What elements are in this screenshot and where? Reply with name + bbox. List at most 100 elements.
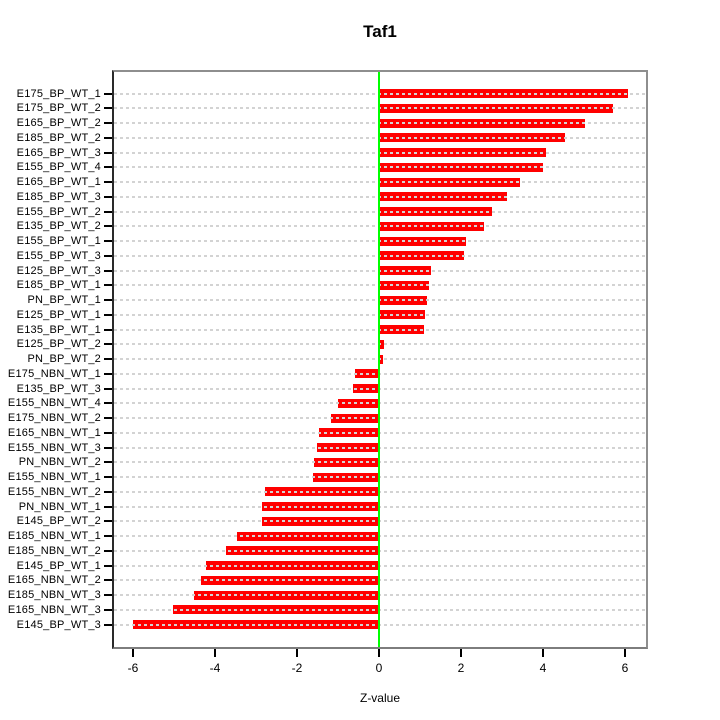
y-tick-label: PN_NBN_WT_1 — [18, 500, 101, 513]
gridline — [114, 313, 646, 316]
x-axis-tick — [460, 649, 462, 657]
gridline — [114, 608, 646, 611]
x-axis-tick — [542, 649, 544, 657]
gridline — [114, 594, 646, 596]
x-tick-label: 2 — [457, 661, 465, 675]
y-tick-label: E175_BP_WT_1 — [16, 87, 101, 100]
y-tick-label: E175_BP_WT_2 — [16, 102, 101, 115]
gridline — [114, 343, 646, 346]
y-axis-tick — [104, 166, 112, 169]
y-axis-tick — [104, 461, 112, 464]
y-tick-label: E135_BP_WT_3 — [16, 382, 101, 395]
y-tick-label: PN_BP_WT_2 — [27, 353, 101, 365]
gridline — [114, 254, 646, 257]
gridline — [114, 564, 646, 567]
y-tick-label: E165_NBN_WT_3 — [7, 603, 101, 616]
x-tick-label: 0 — [375, 661, 383, 675]
gridline — [114, 195, 646, 198]
y-axis-tick — [104, 107, 112, 110]
gridline — [114, 623, 646, 626]
x-axis-tick — [378, 649, 380, 657]
gridline — [114, 299, 646, 301]
y-axis-tick — [104, 136, 112, 139]
y-tick-label: PN_NBN_WT_2 — [18, 456, 101, 469]
y-tick-label: E185_NBN_WT_1 — [7, 530, 101, 542]
y-axis-tick — [104, 490, 112, 493]
y-tick-label: E145_BP_WT_3 — [16, 618, 101, 631]
gridline — [114, 269, 646, 272]
x-axis-title: Z-value — [359, 691, 400, 705]
y-tick-label: E125_BP_WT_1 — [16, 308, 101, 321]
gridline — [114, 520, 646, 523]
x-tick-label: -2 — [291, 661, 303, 675]
gridline — [114, 225, 646, 228]
y-tick-label: E145_BP_WT_1 — [16, 559, 101, 572]
y-tick-label: E135_BP_WT_1 — [16, 323, 101, 336]
gridline — [114, 107, 646, 110]
y-tick-label: E125_BP_WT_2 — [16, 338, 101, 351]
gridline — [114, 446, 646, 449]
y-axis-tick — [104, 210, 112, 213]
x-axis-tick — [132, 649, 134, 657]
gridline — [114, 505, 646, 508]
y-axis-tick — [104, 417, 112, 419]
y-axis-tick — [104, 608, 112, 611]
y-axis-tick — [104, 240, 112, 242]
y-axis-tick — [104, 505, 112, 508]
y-tick-label: E165_NBN_WT_2 — [7, 574, 101, 587]
gridline — [114, 122, 646, 124]
chart-title: Taf1 — [363, 22, 397, 41]
y-tick-label: E165_BP_WT_3 — [16, 146, 101, 159]
gridline — [114, 476, 646, 478]
gridline — [114, 402, 646, 405]
y-tick-label: E165_BP_WT_2 — [16, 117, 101, 129]
gridline — [114, 387, 646, 390]
y-tick-label: E125_BP_WT_3 — [16, 264, 101, 277]
y-axis-tick — [104, 535, 112, 537]
x-axis-tick — [624, 649, 626, 657]
y-tick-label: E165_NBN_WT_1 — [7, 426, 101, 439]
y-axis-tick — [104, 594, 112, 596]
y-tick-label: E145_BP_WT_2 — [16, 515, 101, 528]
gridline — [114, 358, 646, 360]
gridline — [114, 92, 646, 95]
gridline — [114, 136, 646, 139]
gridline — [114, 210, 646, 213]
plot-area — [112, 70, 648, 649]
gridline — [114, 166, 646, 169]
x-tick-label: -4 — [209, 661, 221, 675]
y-tick-label: E185_BP_WT_3 — [16, 190, 101, 203]
y-axis-tick — [104, 92, 112, 95]
y-axis-tick — [104, 284, 112, 287]
y-axis-tick — [104, 358, 112, 360]
y-axis-tick — [104, 476, 112, 478]
y-axis-tick — [104, 254, 112, 257]
y-axis-tick — [104, 402, 112, 405]
zero-reference-line — [378, 72, 380, 647]
y-tick-label: E185_NBN_WT_3 — [7, 589, 101, 601]
y-tick-label: E185_BP_WT_2 — [16, 131, 101, 144]
y-axis-tick — [104, 181, 112, 183]
gridline — [114, 181, 646, 183]
y-axis-tick — [104, 579, 112, 582]
y-axis-tick — [104, 195, 112, 198]
y-tick-label: E155_NBN_WT_4 — [7, 397, 101, 410]
gridline — [114, 535, 646, 537]
gridline — [114, 417, 646, 419]
x-axis-tick — [214, 649, 216, 657]
y-tick-label: E135_BP_WT_2 — [16, 220, 101, 233]
y-tick-label: E155_NBN_WT_1 — [7, 471, 101, 483]
x-tick-label: -6 — [127, 661, 139, 675]
x-axis-tick — [296, 649, 298, 657]
y-axis-tick — [104, 122, 112, 124]
y-tick-label: E155_BP_WT_2 — [16, 205, 101, 218]
gridline — [114, 431, 646, 434]
y-tick-label: PN_BP_WT_1 — [27, 294, 101, 306]
y-axis-tick — [104, 564, 112, 567]
y-axis-tick — [104, 299, 112, 301]
x-tick-label: 6 — [621, 661, 629, 675]
gridline — [114, 490, 646, 493]
y-tick-label: E155_BP_WT_4 — [16, 161, 101, 174]
gridline — [114, 549, 646, 552]
